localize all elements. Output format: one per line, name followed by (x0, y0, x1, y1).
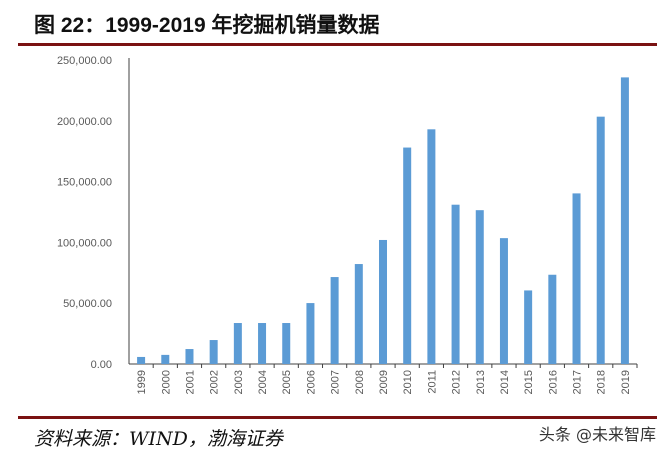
bar-2012 (451, 204, 460, 364)
bottom-rule (18, 416, 657, 419)
y-tick-label: 150,000.00 (57, 177, 112, 189)
bar-2003 (233, 323, 242, 364)
x-tick-label: 1999 (136, 370, 148, 394)
watermark: 头条 @未来智库 (538, 425, 656, 444)
bar-2015 (524, 290, 533, 364)
bar-2009 (379, 239, 387, 364)
x-tick-label: 2004 (257, 370, 269, 394)
bar-2006 (306, 303, 315, 364)
x-tick-label: 2011 (426, 370, 438, 394)
x-tick-label: 2015 (523, 370, 535, 394)
bar-2000 (161, 354, 170, 364)
bar-2005 (282, 323, 291, 364)
bar-2004 (258, 323, 267, 364)
bar-2017 (572, 193, 581, 364)
figure-title: 图 22：1999-2019 年挖掘机销量数据 (34, 14, 380, 37)
bar-2013 (475, 210, 484, 364)
x-tick-label: 2016 (547, 370, 559, 394)
bar-2019 (620, 77, 629, 365)
x-tick-label: 2010 (402, 370, 414, 394)
x-tick-label: 2000 (160, 370, 172, 394)
x-tick-label: 2005 (281, 370, 293, 394)
bar-2014 (499, 238, 508, 364)
bar-2010 (403, 147, 412, 364)
y-tick-label: 200,000.00 (57, 116, 112, 128)
x-tick-label: 2008 (354, 370, 366, 394)
x-tick-label: 2007 (330, 370, 342, 394)
bar-2016 (548, 274, 557, 364)
x-tick-label: 2001 (184, 370, 196, 394)
bar-2007 (330, 277, 339, 364)
x-tick-label: 2002 (209, 370, 221, 394)
x-tick-label: 2003 (233, 370, 245, 394)
bar-2002 (209, 340, 218, 364)
x-tick-label: 2019 (620, 370, 632, 394)
bar-2011 (427, 129, 436, 364)
x-tick-label: 2014 (499, 370, 511, 394)
y-tick-label: 0.00 (91, 359, 112, 371)
x-tick-label: 2006 (305, 370, 317, 394)
x-tick-label: 2009 (378, 370, 390, 394)
bar-2001 (185, 349, 194, 364)
x-tick-label: 2012 (451, 370, 463, 394)
y-tick-label: 50,000.00 (63, 298, 112, 310)
bar-2008 (354, 264, 363, 364)
source-note: 资料来源：WIND，渤海证券 (34, 428, 283, 450)
x-tick-label: 2013 (475, 370, 487, 394)
bar-2018 (596, 116, 605, 364)
x-tick-label: 2018 (596, 370, 608, 394)
x-tick-label: 2017 (572, 370, 584, 394)
bar-1999 (137, 356, 146, 364)
top-rule (18, 43, 657, 46)
y-tick-label: 100,000.00 (57, 237, 112, 249)
y-tick-label: 250,000.00 (57, 55, 112, 67)
